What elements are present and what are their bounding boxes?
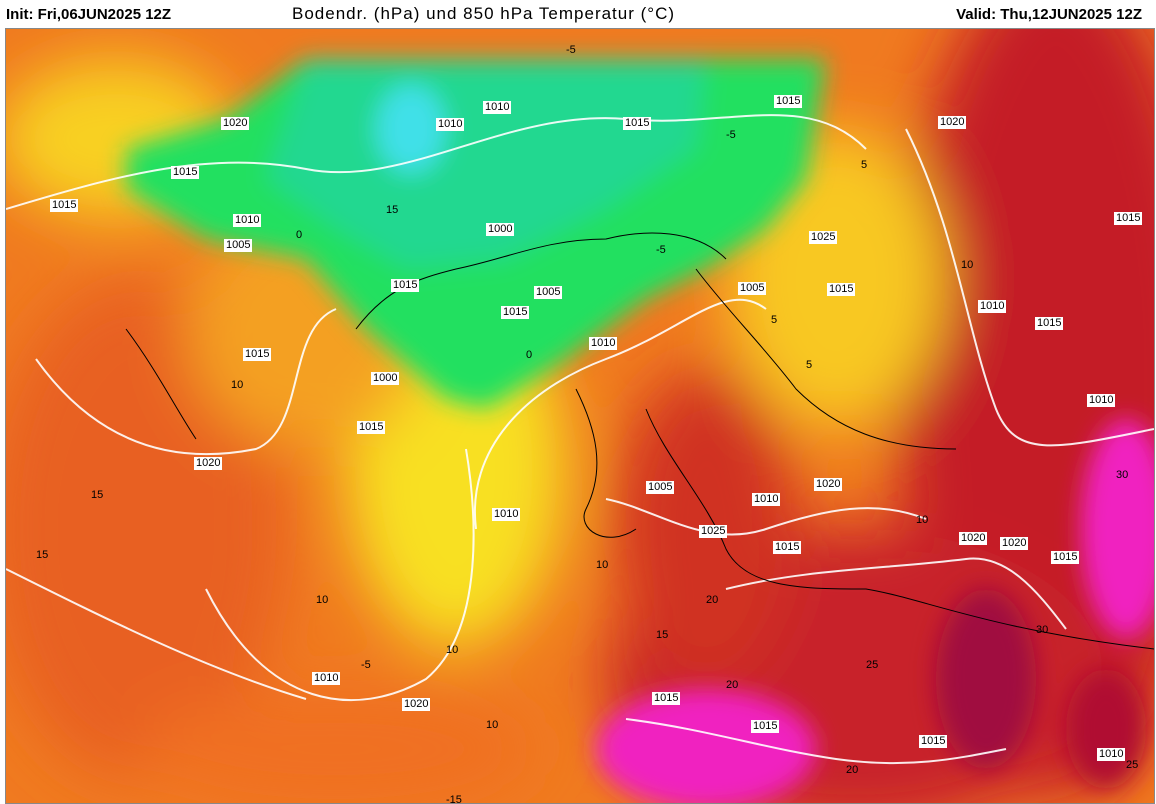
isobar-label: 1015 xyxy=(50,199,79,212)
map-title: Bodendr. (hPa) und 850 hPa Temperatur (°… xyxy=(292,4,676,23)
isobar-label: 1010 xyxy=(483,101,512,114)
isobar-label: 1025 xyxy=(809,231,838,244)
isobar-label: 1015 xyxy=(1051,551,1080,564)
isotherm-label: 10 xyxy=(961,259,974,271)
isotherm-label: 15 xyxy=(386,204,399,216)
isobar-label: 1010 xyxy=(1097,748,1126,761)
isotherm-label: -15 xyxy=(446,794,462,804)
isobar-label: 1005 xyxy=(646,481,675,494)
temperature-field xyxy=(6,29,1154,803)
isotherm-label: -5 xyxy=(726,129,736,141)
isobar-label: 1015 xyxy=(773,541,802,554)
isobar-label: 1015 xyxy=(827,283,856,296)
valid-time: Valid: Thu,12JUN2025 12Z xyxy=(956,6,1142,23)
isobar-label: 1015 xyxy=(501,306,530,319)
isobar-label: 1000 xyxy=(486,223,515,236)
isotherm-label: 15 xyxy=(656,629,669,641)
isobar-label: 1010 xyxy=(978,300,1007,313)
weather-map: 1020 1010 1010 1015 1015 1015 1010 1005 1000 1015… xyxy=(5,28,1155,804)
isotherm-label: 30 xyxy=(1116,469,1129,481)
isobar-label: 1015 xyxy=(243,348,272,361)
isotherm-label: 10 xyxy=(486,719,499,731)
isobar-label: 1015 xyxy=(171,166,200,179)
isotherm-label: 20 xyxy=(726,679,739,691)
isobar-label: 1020 xyxy=(1000,537,1029,550)
isobar-label: 1015 xyxy=(751,720,780,733)
isotherm-label: 20 xyxy=(846,764,859,776)
isobar-label: 1015 xyxy=(1035,317,1064,330)
isobar-label: 1005 xyxy=(738,282,767,295)
isotherm-label: 0 xyxy=(526,349,533,361)
isobar-label: 1010 xyxy=(233,214,262,227)
isobar-label: 1005 xyxy=(534,286,563,299)
map-header: Init: Fri,06JUN2025 12Z Bodendr. (hPa) u… xyxy=(0,0,1156,28)
isotherm-label: 10 xyxy=(231,379,244,391)
isotherm-label: 5 xyxy=(861,159,868,171)
isotherm-label: 5 xyxy=(806,359,813,371)
isobar-label: 1020 xyxy=(402,698,431,711)
isobar-label: 1015 xyxy=(357,421,386,434)
isotherm-label: -5 xyxy=(566,44,576,56)
isobar-label: 1020 xyxy=(194,457,223,470)
isobars xyxy=(6,114,1154,765)
isobar-label: 1020 xyxy=(221,117,250,130)
isobar-label: 1010 xyxy=(492,508,521,521)
isobar-label: 1010 xyxy=(312,672,341,685)
isotherm-label: 15 xyxy=(91,489,104,501)
isobar-label: 1015 xyxy=(774,95,803,108)
isobar-label: 1010 xyxy=(752,493,781,506)
init-time: Init: Fri,06JUN2025 12Z xyxy=(6,6,172,23)
isotherm-label: 10 xyxy=(916,514,929,526)
isobar-label: 1010 xyxy=(589,337,618,350)
isobar-label: 1025 xyxy=(699,525,728,538)
isotherm-label: 15 xyxy=(36,549,49,561)
isobar-label: 1015 xyxy=(652,692,681,705)
isotherm-label: -5 xyxy=(656,244,666,256)
isotherm-label: 25 xyxy=(1126,759,1139,771)
isobar-label: 1015 xyxy=(919,735,948,748)
isobar-label: 1020 xyxy=(938,116,967,129)
isobar-label: 1015 xyxy=(623,117,652,130)
isobar-label: 1010 xyxy=(1087,394,1116,407)
isobar-label: 1015 xyxy=(1114,212,1143,225)
isobar-label: 1005 xyxy=(224,239,253,252)
isobar-label: 1020 xyxy=(814,478,843,491)
isobar-label: 1010 xyxy=(436,118,465,131)
isotherm-label: 20 xyxy=(706,594,719,606)
isobar-label: 1020 xyxy=(959,532,988,545)
isotherm-label: 10 xyxy=(446,644,459,656)
isotherm-label: 10 xyxy=(316,594,329,606)
isotherm-label: 30 xyxy=(1036,624,1049,636)
isobar-label: 1000 xyxy=(371,372,400,385)
isotherm-label: 10 xyxy=(596,559,609,571)
isotherm-label: -5 xyxy=(361,659,371,671)
isotherm-label: 0 xyxy=(296,229,303,241)
isobar-label: 1015 xyxy=(391,279,420,292)
isotherm-label: 5 xyxy=(771,314,778,326)
isotherm-label: 25 xyxy=(866,659,879,671)
